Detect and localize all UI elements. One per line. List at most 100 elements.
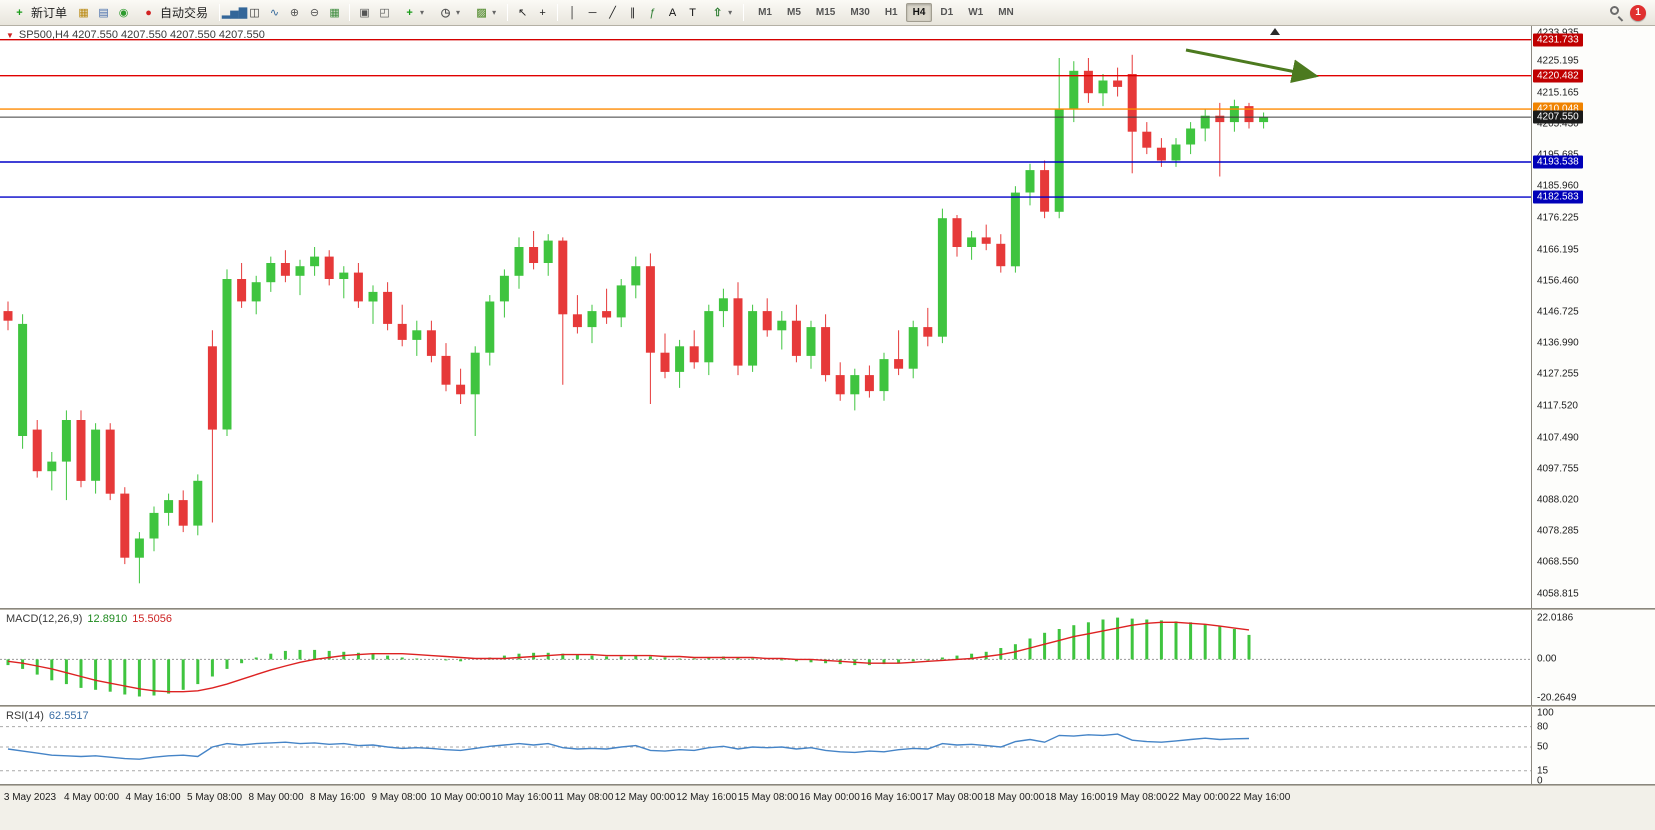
- time-axis-label: 5 May 08:00: [186, 792, 243, 803]
- rsi-tick: 50: [1537, 741, 1549, 753]
- toolbar-separator: [557, 4, 559, 21]
- periods-button[interactable]: ◷ ▾: [431, 2, 466, 24]
- search-icon[interactable]: [1607, 4, 1625, 22]
- time-axis-label: 10 May 00:00: [430, 792, 491, 803]
- time-axis-label: 22 May 16:00: [1229, 792, 1291, 803]
- timeframe-m5[interactable]: M5: [780, 3, 808, 22]
- time-axis-label: 8 May 16:00: [309, 792, 366, 803]
- time-axis-label: 18 May 00:00: [983, 792, 1045, 803]
- timeframe-m30[interactable]: M30: [843, 3, 876, 22]
- price-tick: 4058.815: [1537, 588, 1579, 599]
- rsi-tick: 80: [1537, 721, 1549, 733]
- panel-resize-handle[interactable]: [0, 784, 1655, 786]
- rsi-label-row: RSI(14) 62.5517: [6, 710, 89, 722]
- text-icon[interactable]: A: [668, 6, 677, 19]
- cursor-icon[interactable]: ↖: [517, 6, 528, 19]
- price-tick: 4127.255: [1537, 368, 1579, 380]
- time-axis-label: 4 May 00:00: [63, 792, 120, 803]
- rsi-value: 62.5517: [48, 710, 89, 722]
- price-chart-panel[interactable]: ▼ SP500,H4 4207.550 4207.550 4207.550 42…: [0, 26, 1532, 608]
- macd-signal-value: 15.5056: [132, 613, 172, 625]
- macd-axis[interactable]: 22.0186 0.00 -20.2649: [1532, 610, 1655, 705]
- tile-windows-icon[interactable]: ▣: [359, 6, 370, 19]
- timeframe-m15[interactable]: M15: [809, 3, 842, 22]
- time-axis-label: 9 May 08:00: [371, 792, 427, 803]
- horizontal-line-icon[interactable]: ─: [588, 6, 597, 19]
- timeframe-mn[interactable]: MN: [991, 3, 1021, 22]
- timeframe-w1[interactable]: W1: [961, 3, 990, 22]
- price-line-label: 4193.538: [1533, 155, 1583, 169]
- time-axis-label: 16 May 16:00: [860, 792, 922, 803]
- toolbar-separator: [507, 4, 509, 21]
- symbol-dropdown-icon[interactable]: ▼: [6, 30, 14, 40]
- templates-button[interactable]: ▨ ▾: [467, 2, 502, 24]
- chart-shift-marker[interactable]: [1270, 28, 1280, 35]
- rsi-panel[interactable]: RSI(14) 62.5517: [0, 707, 1532, 784]
- line-chart-mode-icon[interactable]: ∿: [269, 6, 280, 19]
- zoom-in-icon[interactable]: ⊕: [289, 6, 300, 19]
- macd-label-row: MACD(12,26,9) 12.8910 15.5056: [6, 613, 172, 625]
- timeframe-d1[interactable]: D1: [933, 3, 960, 22]
- timeframe-group: M1 M5 M15 M30 H1 H4 D1 W1 MN: [751, 3, 1021, 22]
- price-tick: 4225.195: [1537, 55, 1579, 67]
- price-tick: 4176.225: [1537, 212, 1579, 223]
- time-axis-label: 18 May 16:00: [1045, 792, 1106, 803]
- notification-badge[interactable]: 1: [1630, 4, 1646, 21]
- time-axis-label: 22 May 00:00: [1168, 792, 1229, 803]
- time-axis-label: 11 May 08:00: [553, 792, 614, 803]
- price-tick: 4166.195: [1537, 244, 1579, 256]
- indicators-button[interactable]: + ▾: [395, 2, 430, 24]
- chart-title: SP500,H4 4207.550 4207.550 4207.550 4207…: [18, 29, 265, 41]
- time-axis-label: 12 May 16:00: [676, 792, 737, 803]
- autotrading-button[interactable]: ● 自动交易: [134, 2, 214, 24]
- crosshair-icon[interactable]: +: [539, 6, 546, 19]
- arrows-button[interactable]: ⇧ ▾: [703, 2, 738, 24]
- fibonacci-icon[interactable]: ƒ: [649, 6, 656, 19]
- rsi-tick: 100: [1537, 707, 1554, 719]
- price-tick: 4097.755: [1537, 463, 1579, 475]
- macd-chart[interactable]: [0, 610, 1532, 705]
- rsi-axis[interactable]: 100 80 50 15 0: [1532, 707, 1655, 784]
- profiles-icon[interactable]: ▤: [98, 6, 109, 19]
- new-order-button[interactable]: + 新订单: [5, 2, 73, 24]
- toolbar: + 新订单 ▦ ▤ ◉ ● 自动交易 ▂▅▇ ◫ ∿ ⊕ ⊖ ▦ ▣ ◰ + ▾ ◷ ▾ ▨ ▾ ↖ + │ ─ ╱ ∥ ƒ A T ⇧ ▾ M…: [0, 0, 1655, 26]
- time-axis-label: 15 May 08:00: [737, 792, 799, 803]
- timeframe-h1[interactable]: H1: [878, 3, 905, 22]
- toolbar-separator: [743, 4, 745, 21]
- grid-icon[interactable]: ▦: [329, 6, 340, 19]
- search-icon-handle: [1617, 15, 1624, 22]
- rsi-tick: 0: [1537, 775, 1543, 785]
- vertical-line-icon[interactable]: │: [569, 6, 577, 19]
- macd-label: MACD(12,26,9): [6, 613, 83, 625]
- price-line-label: 4207.550: [1533, 110, 1583, 124]
- price-axis[interactable]: 4233.935 4225.195 4215.165 4205.430 4195.685…: [1532, 26, 1655, 608]
- charts-window-icon[interactable]: ▦: [78, 6, 89, 19]
- price-chart[interactable]: [0, 26, 1532, 608]
- macd-tick: 0.00: [1537, 653, 1557, 665]
- cascade-windows-icon[interactable]: ◰: [379, 6, 390, 19]
- candlestick-mode-icon[interactable]: ◫: [249, 6, 260, 19]
- time-axis-label: 17 May 08:00: [922, 792, 983, 803]
- price-line-label: 4182.583: [1533, 190, 1583, 204]
- timeframe-h4[interactable]: H4: [905, 3, 933, 22]
- timeframe-m1[interactable]: M1: [751, 3, 779, 22]
- panel-resize-handle[interactable]: [0, 608, 1655, 610]
- price-line-label: 4231.733: [1533, 33, 1583, 47]
- time-axis[interactable]: 3 May 2023 4 May 00:00 4 May 16:00 5 May 08…: [0, 786, 1655, 830]
- zoom-out-icon[interactable]: ⊖: [309, 6, 320, 19]
- time-axis-label: 4 May 16:00: [125, 792, 181, 803]
- time-axis-label: 19 May 08:00: [1106, 792, 1168, 803]
- price-tick: 4205.430: [1537, 118, 1579, 130]
- price-line-label: 4220.482: [1533, 69, 1583, 83]
- price-tick: 4233.935: [1537, 27, 1579, 38]
- text-label-icon[interactable]: T: [689, 6, 696, 19]
- equidistant-channel-icon[interactable]: ∥: [629, 6, 636, 19]
- bar-chart-mode-icon[interactable]: ▂▅▇: [221, 6, 248, 19]
- macd-panel[interactable]: MACD(12,26,9) 12.8910 15.5056: [0, 610, 1532, 705]
- rsi-chart[interactable]: [0, 707, 1532, 784]
- price-tick: 4088.020: [1537, 494, 1579, 506]
- price-tick: 4185.960: [1537, 180, 1579, 192]
- alerts-icon[interactable]: ◉: [118, 6, 129, 19]
- panel-resize-handle[interactable]: [0, 705, 1655, 707]
- trendline-icon[interactable]: ╱: [609, 6, 616, 19]
